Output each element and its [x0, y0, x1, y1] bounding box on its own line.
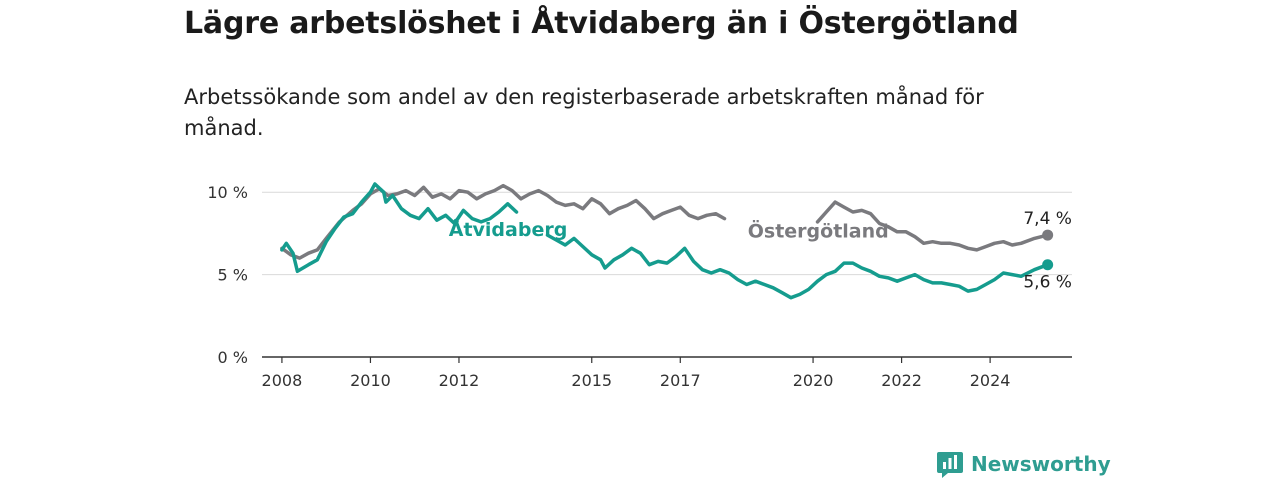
x-tick-label: 2015 — [571, 371, 612, 390]
x-tick-label: 2022 — [881, 371, 922, 390]
end-point-atvidaberg — [1042, 259, 1054, 271]
x-tick-label: 2010 — [350, 371, 391, 390]
series-label-ostergotland: Östergötland — [748, 219, 889, 243]
chart-subtitle: Arbetssökande som andel av den registerb… — [184, 85, 984, 140]
end-label-ostergotland: 7,4 % — [1023, 209, 1072, 229]
newsworthy-logo: Newsworthy — [937, 448, 1111, 480]
x-tick-label: 2024 — [970, 371, 1011, 390]
x-tick-label: 2020 — [793, 371, 834, 390]
end-point-ostergotland — [1042, 229, 1054, 241]
chart-title: Lägre arbetslöshet i Åtvidaberg än i Öst… — [184, 6, 1019, 41]
series-line-atvidaberg — [545, 233, 1050, 300]
y-tick-label: 0 % — [218, 348, 248, 367]
series-lines — [280, 182, 1054, 300]
end-label-atvidaberg: 5,6 % — [1023, 273, 1072, 293]
y-tick-label: 5 % — [218, 266, 248, 285]
x-tick-label: 2008 — [262, 371, 303, 390]
bar-chart-icon — [937, 452, 963, 478]
series-labels: Åtvidaberg Östergötland 7,4 % 5,6 % — [449, 209, 1072, 293]
brand-name: Newsworthy — [971, 452, 1111, 476]
x-tick-label: 2017 — [660, 371, 701, 390]
x-tick-label: 2012 — [439, 371, 480, 390]
series-line-atvidaberg — [280, 182, 519, 274]
series-line-ostergotland — [815, 200, 1050, 252]
y-tick-label: 10 % — [207, 183, 248, 202]
series-label-atvidaberg: Åtvidaberg — [449, 217, 568, 241]
axes: 0 % 5 % 10 % 2008 2010 2012 2015 2017 2020 2022 20… — [207, 183, 1072, 390]
